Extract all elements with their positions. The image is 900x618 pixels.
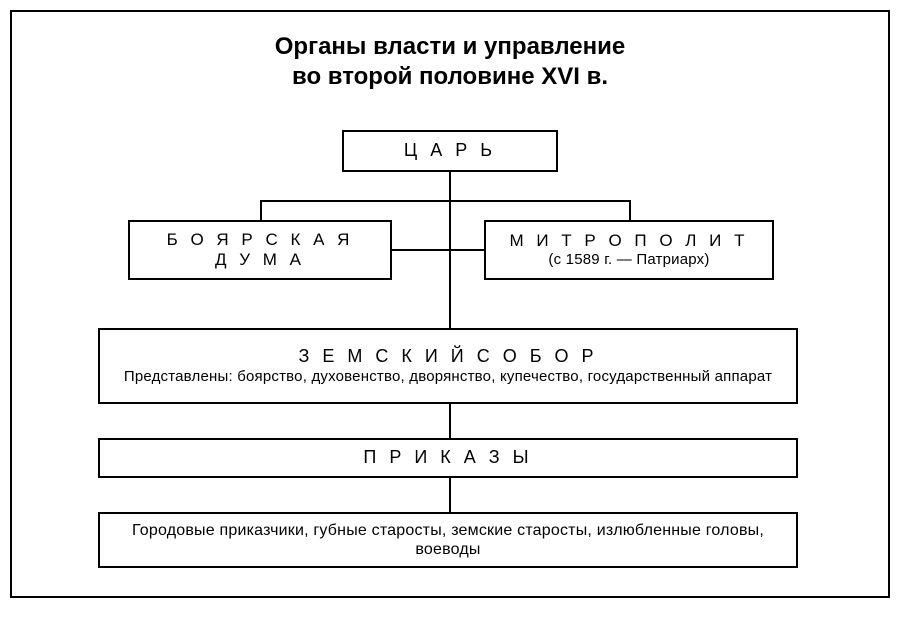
connector-center-to-sobor: [449, 202, 451, 328]
connector-to-duma: [260, 200, 262, 220]
node-local: Городовые приказчики, губные старосты, з…: [98, 512, 798, 568]
node-prikazy: П Р И К А З Ы: [98, 438, 798, 478]
connector-to-mitropolit: [629, 200, 631, 220]
title-line-1: Органы власти и управление: [12, 32, 888, 62]
node-duma-label1: Б О Я Р С К А Я: [167, 230, 354, 250]
connector-prikazy-to-local: [449, 478, 451, 512]
node-mitropolit: М И Т Р О П О Л И Т (с 1589 г. — Патриар…: [484, 220, 774, 280]
connector-duma-right: [392, 249, 450, 251]
node-tsar: Ц А Р Ь: [342, 130, 558, 172]
connector-mitropolit-left: [450, 249, 484, 251]
node-duma-label2: Д У М А: [215, 250, 305, 270]
node-local-sub: Городовые приказчики, губные старосты, з…: [130, 521, 766, 559]
connector-tsar-down: [449, 172, 451, 202]
outer-frame: Органы власти и управление во второй пол…: [10, 10, 890, 598]
node-tsar-label: Ц А Р Ь: [404, 140, 496, 162]
connector-sobor-to-prikazy: [449, 404, 451, 438]
node-mitropolit-sub: (с 1589 г. — Патриарх): [548, 251, 709, 269]
node-duma: Б О Я Р С К А Я Д У М А: [128, 220, 392, 280]
title-line-2: во второй половине XVI в.: [12, 62, 888, 92]
node-sobor-label: З Е М С К И Й С О Б О Р: [298, 346, 597, 368]
node-mitropolit-label: М И Т Р О П О Л И Т: [509, 231, 748, 251]
node-prikazy-label: П Р И К А З Ы: [363, 447, 532, 469]
connector-h-bus: [260, 200, 631, 202]
node-sobor-sub: Представлены: боярство, духовенство, дво…: [124, 368, 772, 386]
diagram-title: Органы власти и управление во второй пол…: [12, 32, 888, 92]
node-sobor: З Е М С К И Й С О Б О Р Представлены: бо…: [98, 328, 798, 404]
